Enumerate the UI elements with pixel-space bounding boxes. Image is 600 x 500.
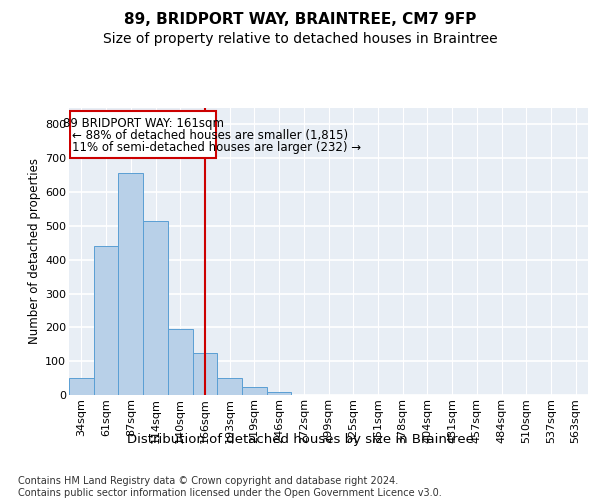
Bar [69, 378, 94, 395]
Text: Size of property relative to detached houses in Braintree: Size of property relative to detached ho… [103, 32, 497, 46]
Bar [242, 386, 267, 395]
Bar [118, 174, 143, 395]
Text: 89 BRIDPORT WAY: 161sqm: 89 BRIDPORT WAY: 161sqm [62, 117, 224, 130]
Text: 89, BRIDPORT WAY, BRAINTREE, CM7 9FP: 89, BRIDPORT WAY, BRAINTREE, CM7 9FP [124, 12, 476, 28]
Bar [267, 392, 292, 395]
Bar [94, 246, 118, 395]
Y-axis label: Number of detached properties: Number of detached properties [28, 158, 41, 344]
Bar [217, 378, 242, 395]
Bar [70, 111, 216, 158]
Text: Distribution of detached houses by size in Braintree: Distribution of detached houses by size … [127, 432, 473, 446]
Bar [143, 221, 168, 395]
Bar [168, 329, 193, 395]
Text: Contains HM Land Registry data © Crown copyright and database right 2024.
Contai: Contains HM Land Registry data © Crown c… [18, 476, 442, 498]
Text: 11% of semi-detached houses are larger (232) →: 11% of semi-detached houses are larger (… [72, 142, 361, 154]
Text: ← 88% of detached houses are smaller (1,815): ← 88% of detached houses are smaller (1,… [72, 130, 349, 142]
Bar [193, 352, 217, 395]
